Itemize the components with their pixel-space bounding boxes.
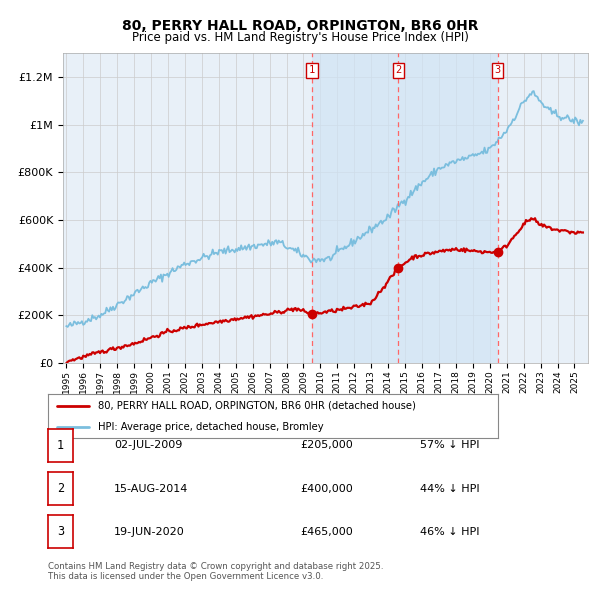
Text: 2: 2 [57,482,64,495]
Text: £400,000: £400,000 [300,484,353,493]
Text: 1: 1 [309,65,315,75]
Text: 2: 2 [395,65,401,75]
Text: 02-JUL-2009: 02-JUL-2009 [114,441,182,450]
Text: 80, PERRY HALL ROAD, ORPINGTON, BR6 0HR (detached house): 80, PERRY HALL ROAD, ORPINGTON, BR6 0HR … [97,401,415,411]
Text: 46% ↓ HPI: 46% ↓ HPI [420,527,479,536]
Text: HPI: Average price, detached house, Bromley: HPI: Average price, detached house, Brom… [97,422,323,432]
Text: £465,000: £465,000 [300,527,353,536]
Text: Contains HM Land Registry data © Crown copyright and database right 2025.: Contains HM Land Registry data © Crown c… [48,562,383,571]
Text: 15-AUG-2014: 15-AUG-2014 [114,484,188,493]
Text: £205,000: £205,000 [300,441,353,450]
Text: 3: 3 [57,525,64,538]
Text: 3: 3 [494,65,500,75]
Text: 44% ↓ HPI: 44% ↓ HPI [420,484,479,493]
Text: 57% ↓ HPI: 57% ↓ HPI [420,441,479,450]
Text: 80, PERRY HALL ROAD, ORPINGTON, BR6 0HR: 80, PERRY HALL ROAD, ORPINGTON, BR6 0HR [122,19,478,33]
Text: 19-JUN-2020: 19-JUN-2020 [114,527,185,536]
Text: This data is licensed under the Open Government Licence v3.0.: This data is licensed under the Open Gov… [48,572,323,581]
Bar [312,53,497,363]
Text: Price paid vs. HM Land Registry's House Price Index (HPI): Price paid vs. HM Land Registry's House … [131,31,469,44]
Text: 1: 1 [57,439,64,452]
